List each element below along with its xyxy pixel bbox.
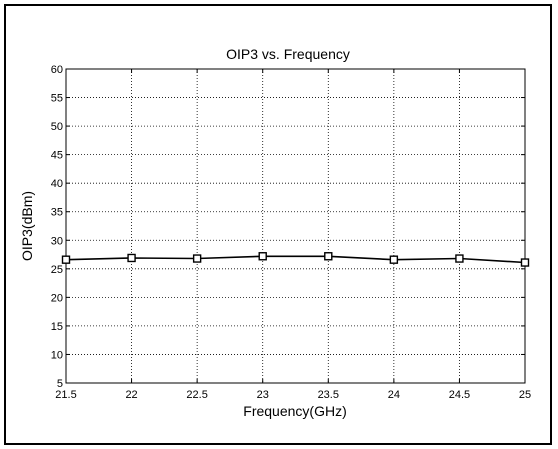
x-tick-label: 23: [257, 389, 269, 401]
y-tick-label: 35: [51, 207, 63, 219]
y-tick-label: 50: [51, 121, 63, 133]
y-tick-label: 25: [51, 264, 63, 276]
x-tick-label: 25: [519, 389, 531, 401]
y-tick-label: 60: [51, 64, 63, 76]
data-point-marker: [61, 255, 71, 264]
x-tick-label: 22: [125, 389, 137, 401]
grid-lines: [66, 69, 525, 383]
data-point-marker: [389, 255, 399, 264]
data-series: [61, 252, 530, 267]
y-tick-label: 15: [51, 321, 63, 333]
plot-area: [65, 68, 526, 384]
data-point-marker: [127, 253, 136, 263]
chart-title: OIP3 vs. Frequency: [226, 46, 350, 62]
y-axis-label: OIP3(dBm): [19, 191, 35, 261]
y-tick-label: 30: [51, 235, 63, 247]
x-tick-label: 21.5: [55, 389, 76, 401]
y-tick-label: 20: [51, 292, 63, 304]
data-point-marker: [324, 252, 333, 261]
y-tick-label: 40: [51, 178, 63, 190]
x-tick-label: 23.5: [318, 389, 339, 401]
x-tick-label: 24.5: [449, 389, 470, 401]
x-axis-label: Frequency(GHz): [243, 403, 346, 419]
y-tick-label: 5: [57, 378, 63, 390]
y-tick-label: 55: [51, 93, 63, 105]
data-point-marker: [520, 258, 530, 267]
axis-ticks: 21.5 22 22.5 23 23.5 24 24.5 25 5 10 15 20 25 30 35 40 4…: [51, 64, 531, 401]
x-tick-label: 24: [388, 389, 400, 401]
figure-frame: [4, 4, 552, 445]
data-point-marker: [258, 252, 267, 261]
series-line: [65, 255, 526, 264]
y-tick-label: 45: [51, 150, 63, 162]
x-tick-label: 22.5: [186, 389, 207, 401]
y-tick-label: 10: [51, 349, 63, 361]
data-point-marker: [192, 254, 202, 263]
data-point-marker: [455, 254, 464, 263]
